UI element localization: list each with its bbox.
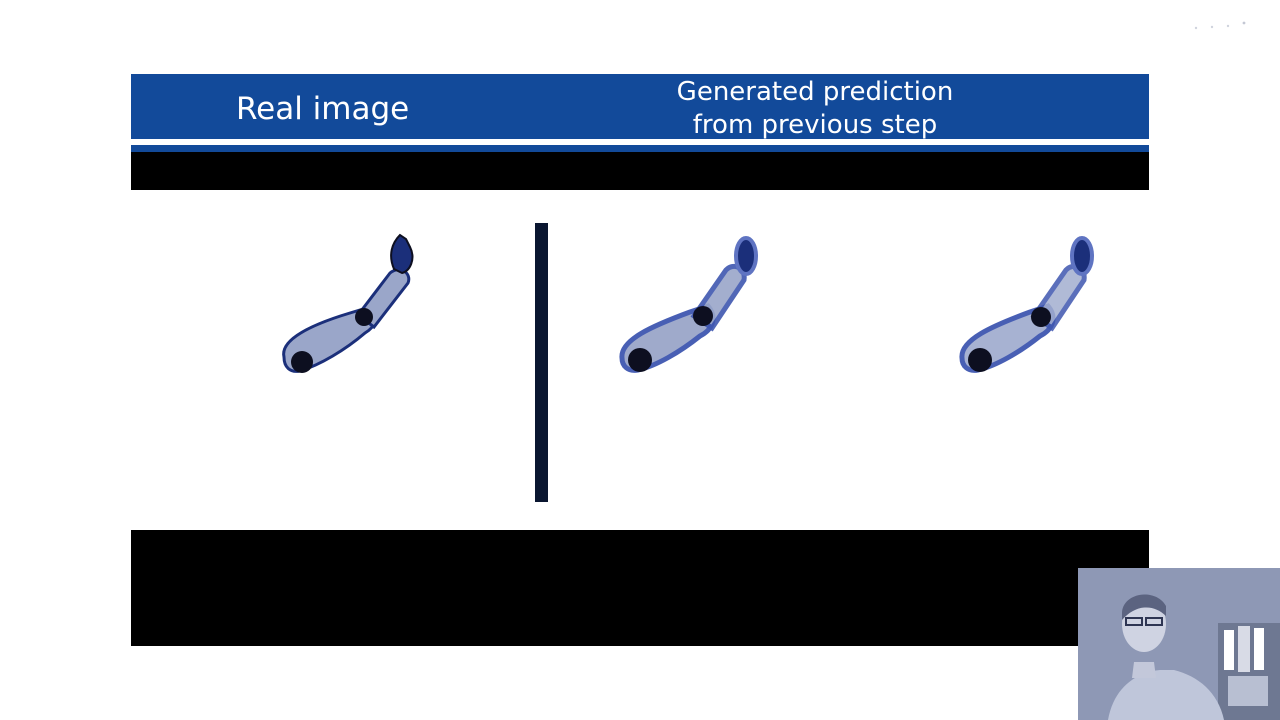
bottom-black-bar: [131, 530, 1149, 646]
generated-prediction-line1: Generated prediction: [676, 77, 954, 107]
real-arm-image: [282, 233, 414, 373]
top-black-bar: [131, 152, 1149, 190]
presenter-webcam: [1078, 568, 1280, 720]
generated-prediction-label: Generated prediction from previous step: [640, 74, 990, 142]
presenter-avatar: [1078, 568, 1280, 720]
real-image-label: Real image: [236, 91, 410, 127]
header-stripe-lower: [131, 145, 1149, 152]
prediction-arm-1-image: [619, 236, 758, 373]
header-band: [131, 74, 1149, 139]
header-stripe: [131, 139, 1149, 145]
panel-divider: [535, 223, 548, 502]
prediction-arm-2-image: [959, 236, 1094, 373]
corner-mark: [1194, 21, 1246, 30]
generated-prediction-line2: from previous step: [692, 110, 938, 140]
